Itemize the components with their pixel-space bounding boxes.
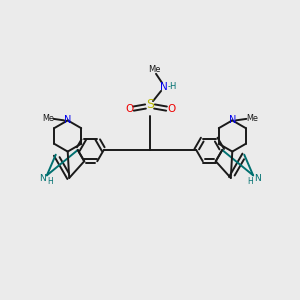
Text: H: H: [47, 177, 53, 186]
Text: N: N: [229, 116, 236, 125]
Text: Me: Me: [42, 114, 54, 123]
Text: Me: Me: [246, 114, 258, 123]
Text: H: H: [247, 177, 253, 186]
Text: -H: -H: [167, 82, 177, 91]
Text: N: N: [160, 82, 167, 92]
Text: N: N: [254, 174, 261, 183]
Text: N: N: [39, 174, 46, 183]
Text: O: O: [167, 104, 175, 115]
Text: S: S: [146, 98, 154, 112]
Text: O: O: [125, 104, 133, 115]
Text: N: N: [64, 116, 71, 125]
Text: Me: Me: [148, 65, 161, 74]
